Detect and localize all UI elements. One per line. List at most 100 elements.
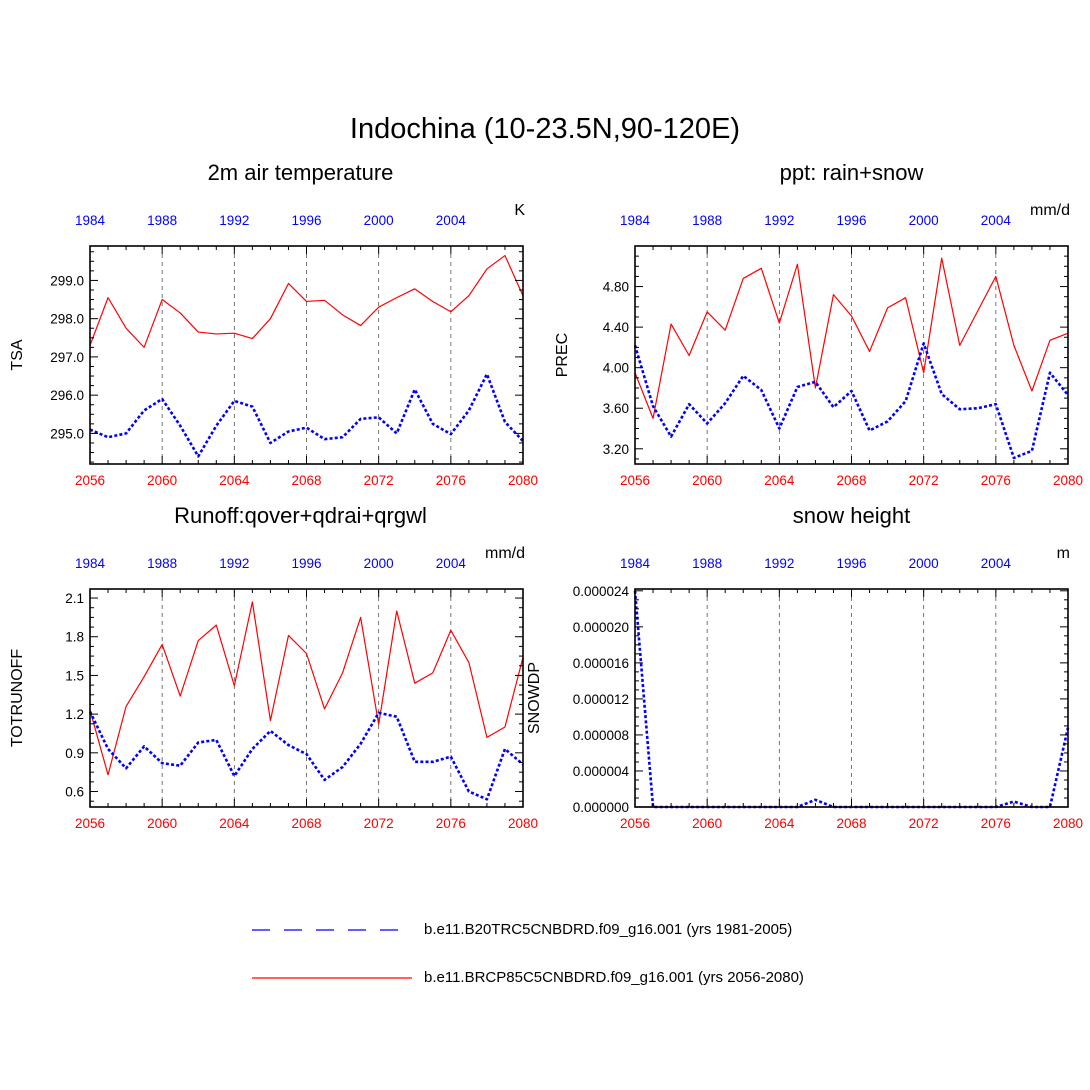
top-x-tick-label: 2004 bbox=[436, 213, 467, 228]
top-x-tick-label: 1996 bbox=[291, 213, 321, 228]
panel-totrunoff: 2056 2060 2064 2068 2072 2076 2080 1984 1988 1992… bbox=[9, 503, 538, 831]
x-tick-label: 2080 bbox=[1053, 816, 1083, 831]
x-tick-label: 2060 bbox=[692, 816, 722, 831]
x-tick-label: 2056 bbox=[620, 816, 650, 831]
y-tick-label: 1.8 bbox=[65, 630, 84, 645]
x-tick-label: 2076 bbox=[981, 816, 1011, 831]
x-tick-label: 2056 bbox=[620, 473, 650, 488]
y-tick-label: 4.40 bbox=[603, 320, 629, 335]
top-x-tick-label: 2004 bbox=[436, 556, 467, 571]
y-tick-label: 0.9 bbox=[65, 746, 84, 761]
y-tick-label: 1.2 bbox=[65, 707, 84, 722]
y-tick-label: 0.6 bbox=[65, 785, 84, 800]
historical-series-line bbox=[89, 372, 524, 458]
x-tick-label: 2080 bbox=[508, 473, 538, 488]
x-tick-label: 2060 bbox=[147, 816, 177, 831]
y-tick-label: 0.000008 bbox=[573, 728, 629, 743]
y-tick-label: 296.0 bbox=[50, 388, 84, 403]
x-tick-label: 2072 bbox=[909, 473, 939, 488]
y-axis-label: PREC bbox=[554, 333, 571, 377]
x-tick-label: 2076 bbox=[981, 473, 1011, 488]
y-tick-label: 4.00 bbox=[603, 361, 629, 376]
future-series-line bbox=[89, 601, 524, 776]
top-x-tick-label: 2000 bbox=[909, 556, 939, 571]
top-x-tick-label: 1984 bbox=[75, 556, 106, 571]
x-tick-label: 2076 bbox=[436, 816, 466, 831]
x-tick-label: 2068 bbox=[836, 473, 866, 488]
y-tick-label: 0.000020 bbox=[573, 620, 629, 635]
y-tick-label: 299.0 bbox=[50, 273, 84, 288]
y-tick-label: 0.000012 bbox=[573, 692, 629, 707]
top-x-tick-label: 1996 bbox=[836, 213, 866, 228]
top-x-tick-label: 1984 bbox=[620, 213, 651, 228]
x-tick-label: 2064 bbox=[219, 473, 250, 488]
top-x-tick-label: 1984 bbox=[75, 213, 106, 228]
units-label: K bbox=[514, 202, 525, 219]
legend-future-label: b.e11.BRCP85C5CNBDRD.f09_g16.001 (yrs 20… bbox=[424, 969, 804, 986]
units-label: m bbox=[1057, 545, 1070, 562]
panel-prec: 2056 2060 2064 2068 2072 2076 2080 1984 1988 1992… bbox=[554, 160, 1083, 488]
top-x-tick-label: 1988 bbox=[147, 556, 177, 571]
legend-historical-label: b.e11.B20TRC5CNBDRD.f09_g16.001 (yrs 198… bbox=[424, 921, 792, 938]
top-x-tick-label: 1988 bbox=[692, 213, 722, 228]
y-tick-label: 1.5 bbox=[65, 668, 84, 683]
x-tick-label: 2080 bbox=[1053, 473, 1083, 488]
top-x-tick-label: 1992 bbox=[764, 556, 794, 571]
panel-title: ppt: rain+snow bbox=[780, 160, 924, 185]
panel-title: 2m air temperature bbox=[208, 160, 394, 185]
y-tick-label: 0.000000 bbox=[573, 800, 629, 815]
historical-series-line bbox=[88, 710, 524, 801]
future-series-line bbox=[89, 254, 524, 348]
top-x-tick-label: 1988 bbox=[692, 556, 722, 571]
x-tick-label: 2076 bbox=[436, 473, 466, 488]
panel-snowdp: 2056 2060 2064 2068 2072 2076 2080 1984 1988 1992… bbox=[526, 503, 1083, 831]
y-tick-label: 298.0 bbox=[50, 312, 84, 327]
top-x-tick-label: 1996 bbox=[836, 556, 866, 571]
units-label: mm/d bbox=[1030, 202, 1070, 219]
top-x-tick-label: 1992 bbox=[764, 213, 794, 228]
x-tick-label: 2064 bbox=[764, 473, 795, 488]
panel-tsa: 2056 2060 2064 2068 2072 2076 2080 1984 1988 1992… bbox=[9, 160, 538, 488]
x-tick-label: 2068 bbox=[836, 816, 866, 831]
x-tick-label: 2056 bbox=[75, 473, 105, 488]
y-tick-label: 295.0 bbox=[50, 426, 84, 441]
x-tick-label: 2064 bbox=[219, 816, 250, 831]
y-tick-label: 297.0 bbox=[50, 350, 84, 365]
x-tick-label: 2056 bbox=[75, 816, 105, 831]
y-tick-label: 0.000024 bbox=[573, 584, 630, 599]
y-tick-label: 3.60 bbox=[603, 401, 629, 416]
x-tick-label: 2068 bbox=[291, 816, 321, 831]
x-tick-label: 2068 bbox=[291, 473, 321, 488]
top-x-tick-label: 1992 bbox=[219, 556, 249, 571]
y-tick-label: 2.1 bbox=[65, 591, 84, 606]
y-axis-label: SNOWDP bbox=[526, 662, 543, 734]
historical-series-line bbox=[633, 342, 1070, 460]
x-tick-label: 2080 bbox=[508, 816, 538, 831]
y-axis-label: TOTRUNOFF bbox=[9, 649, 26, 748]
top-x-tick-label: 1988 bbox=[147, 213, 177, 228]
legend: b.e11.B20TRC5CNBDRD.f09_g16.001 (yrs 198… bbox=[252, 921, 804, 986]
top-x-tick-label: 2000 bbox=[909, 213, 939, 228]
top-x-tick-label: 2004 bbox=[981, 213, 1012, 228]
x-tick-label: 2060 bbox=[692, 473, 722, 488]
y-tick-label: 0.000004 bbox=[573, 764, 630, 779]
y-tick-label: 3.20 bbox=[603, 442, 629, 457]
y-tick-label: 0.000016 bbox=[573, 656, 629, 671]
units-label: mm/d bbox=[485, 545, 525, 562]
top-x-tick-label: 1984 bbox=[620, 556, 651, 571]
x-tick-label: 2072 bbox=[909, 816, 939, 831]
top-x-tick-label: 1996 bbox=[291, 556, 321, 571]
y-axis-label: TSA bbox=[9, 339, 26, 370]
x-tick-label: 2072 bbox=[364, 816, 394, 831]
panel-title: snow height bbox=[793, 503, 910, 528]
top-x-tick-label: 2004 bbox=[981, 556, 1012, 571]
panel-title: Runoff:qover+qdrai+qrgwl bbox=[174, 503, 427, 528]
top-x-tick-label: 2000 bbox=[364, 213, 394, 228]
future-series-line bbox=[634, 257, 1069, 419]
x-tick-label: 2064 bbox=[764, 816, 795, 831]
top-x-tick-label: 2000 bbox=[364, 556, 394, 571]
x-tick-label: 2060 bbox=[147, 473, 177, 488]
x-tick-label: 2072 bbox=[364, 473, 394, 488]
